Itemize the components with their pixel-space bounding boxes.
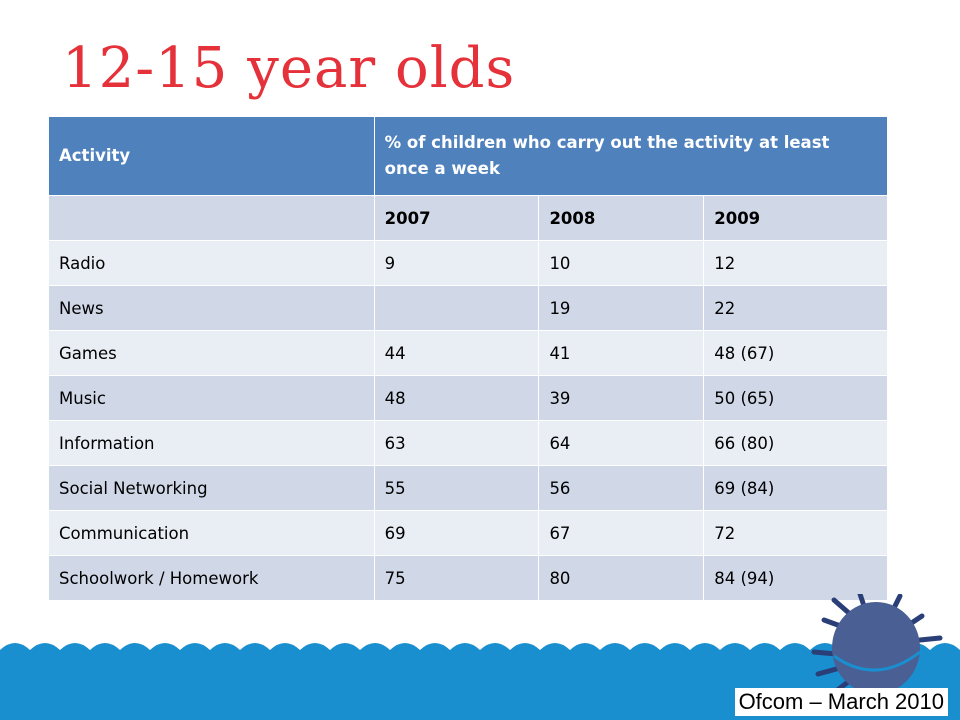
value-2008: 64: [538, 420, 705, 466]
table-row: Music 48 39 50 (65): [48, 375, 888, 421]
source-credit: Ofcom – March 2010: [734, 687, 948, 716]
table-row: Social Networking 55 56 69 (84): [48, 465, 888, 511]
value-2008: 39: [538, 375, 705, 421]
header-description: % of children who carry out the activity…: [373, 116, 889, 196]
value-2009: 50 (65): [703, 375, 888, 421]
value-2007: 48: [373, 375, 540, 421]
activity-cell: Social Networking: [48, 465, 375, 511]
slide-title: 12-15 year olds: [62, 36, 516, 101]
activity-cell: Radio: [48, 240, 375, 286]
table-years-row: 2007 2008 2009: [48, 195, 888, 241]
table-row: Information 63 64 66 (80): [48, 420, 888, 466]
value-2007: 75: [373, 555, 540, 601]
table-row: Communication 69 67 72: [48, 510, 888, 556]
value-2009: 66 (80): [703, 420, 888, 466]
year-2009: 2009: [703, 195, 888, 241]
table-row: Radio 9 10 12: [48, 240, 888, 286]
table-header-row: Activity % of children who carry out the…: [48, 116, 889, 196]
activity-cell: News: [48, 285, 375, 331]
value-2009: 12: [703, 240, 888, 286]
years-blank-cell: [48, 195, 375, 241]
value-2008: 56: [538, 465, 705, 511]
value-2007: 69: [373, 510, 540, 556]
value-2009: 48 (67): [703, 330, 888, 376]
value-2007: 55: [373, 465, 540, 511]
value-2009: 72: [703, 510, 888, 556]
value-2008: 67: [538, 510, 705, 556]
buoy-icon: [811, 594, 943, 697]
activity-table: Activity % of children who carry out the…: [48, 116, 889, 601]
year-2007: 2007: [373, 195, 540, 241]
value-2008: 19: [538, 285, 705, 331]
value-2009: 22: [703, 285, 888, 331]
value-2009: 84 (94): [703, 555, 888, 601]
value-2007: [373, 285, 540, 331]
activity-cell: Schoolwork / Homework: [48, 555, 375, 601]
activity-cell: Music: [48, 375, 375, 421]
value-2009: 69 (84): [703, 465, 888, 511]
table-row: News 19 22: [48, 285, 888, 331]
value-2008: 80: [538, 555, 705, 601]
value-2007: 9: [373, 240, 540, 286]
water-waves: [0, 643, 960, 720]
value-2007: 44: [373, 330, 540, 376]
value-2008: 10: [538, 240, 705, 286]
table-row: Schoolwork / Homework 75 80 84 (94): [48, 555, 888, 601]
table-row: Games 44 41 48 (67): [48, 330, 888, 376]
wave-shape: [0, 643, 960, 720]
year-2008: 2008: [538, 195, 705, 241]
value-2007: 63: [373, 420, 540, 466]
activity-cell: Information: [48, 420, 375, 466]
activity-cell: Games: [48, 330, 375, 376]
value-2008: 41: [538, 330, 705, 376]
activity-cell: Communication: [48, 510, 375, 556]
header-activity: Activity: [48, 116, 375, 196]
